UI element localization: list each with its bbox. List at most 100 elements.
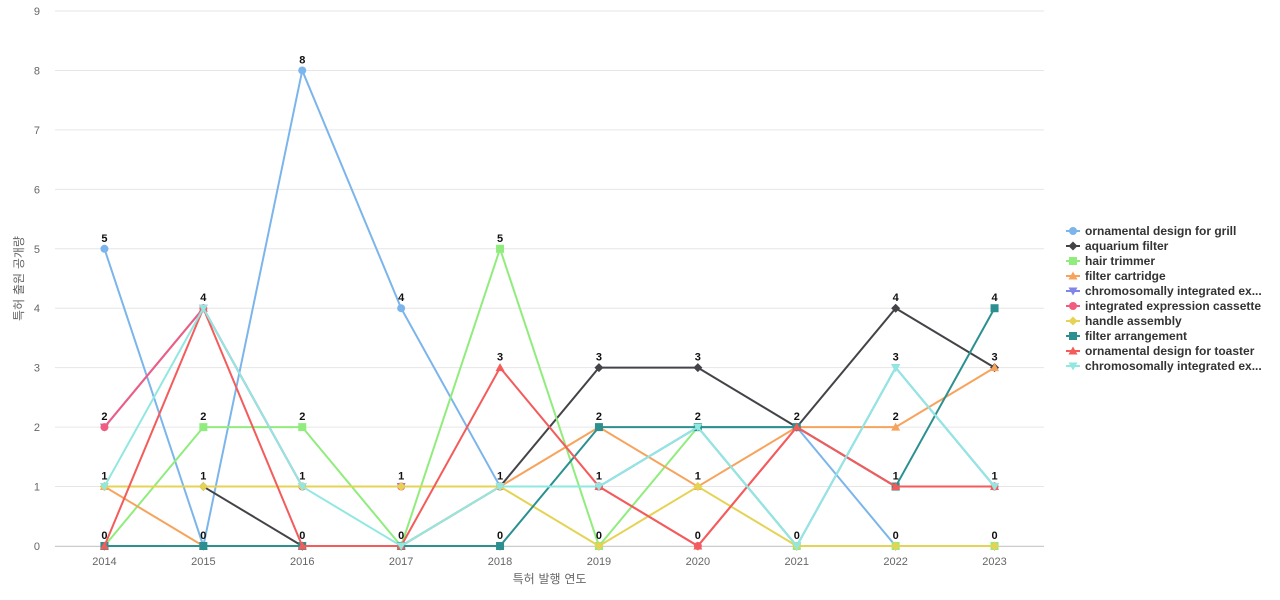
data-label: 2 (893, 411, 899, 423)
legend-item[interactable]: chromosomally integrated ex... (1066, 284, 1262, 298)
data-label: 1 (398, 471, 404, 483)
data-point (396, 482, 406, 492)
data-point (198, 482, 208, 492)
data-label: 0 (991, 530, 997, 542)
x-tick-label: 2018 (488, 556, 512, 568)
data-point (792, 542, 802, 551)
data-label: 1 (497, 471, 503, 483)
data-point (594, 541, 604, 551)
data-label: 3 (596, 352, 602, 364)
data-label: 0 (299, 530, 305, 542)
data-point (990, 363, 1000, 372)
data-label: 4 (893, 292, 900, 304)
y-tick-label: 8 (34, 65, 40, 77)
data-label: 1 (299, 471, 305, 483)
data-label: 3 (991, 352, 997, 364)
y-tick-label: 2 (34, 422, 40, 434)
data-point (198, 304, 208, 313)
data-label: 2 (200, 411, 206, 423)
data-label: 4 (991, 292, 998, 304)
data-point (891, 364, 901, 373)
data-point (891, 422, 901, 431)
data-label: 0 (398, 530, 404, 542)
legend-marker (1068, 316, 1078, 326)
data-point (891, 482, 901, 491)
y-tick-label: 5 (34, 244, 40, 256)
data-point (891, 303, 901, 313)
data-label: 8 (299, 54, 305, 66)
data-point (396, 542, 406, 551)
data-point (693, 541, 703, 550)
legend-item[interactable]: integrated expression cassette (1066, 299, 1261, 313)
legend-label: chromosomally integrated ex... (1085, 284, 1262, 298)
data-label: 1 (101, 471, 107, 483)
data-point (594, 363, 604, 373)
data-point (496, 244, 505, 253)
legend-item[interactable]: ornamental design for toaster (1066, 344, 1255, 358)
y-tick-label: 4 (34, 303, 40, 315)
x-tick-label: 2019 (587, 556, 611, 568)
series-lines (99, 66, 1000, 551)
data-point (693, 363, 703, 373)
legend-item[interactable]: filter cartridge (1066, 269, 1166, 283)
legend-item[interactable]: hair trimmer (1066, 254, 1155, 268)
legend-label: integrated expression cassette (1085, 299, 1261, 313)
x-axis-ticks: 2014 2015 2016 2017 2018 2019 2020 2021 2022 2023 (92, 546, 1007, 568)
data-point (100, 244, 109, 253)
data-label: 2 (695, 411, 701, 423)
x-tick-label: 2023 (982, 556, 1006, 568)
legend-marker (1068, 241, 1078, 251)
x-axis-title: 특허 발행 연도 (513, 571, 587, 586)
x-tick-label: 2020 (686, 556, 710, 568)
data-point (298, 423, 307, 432)
legend-label: ornamental design for grill (1085, 224, 1236, 238)
legend-marker (1069, 332, 1077, 340)
data-label: 3 (497, 352, 503, 364)
legend-item[interactable]: chromosomally integrated ex... (1066, 359, 1262, 373)
data-point (199, 542, 208, 550)
data-point (297, 483, 307, 492)
data-label: 0 (794, 530, 800, 542)
data-label: 2 (596, 411, 602, 423)
data-label: 4 (200, 292, 207, 304)
series-line (104, 485, 995, 547)
series-line (103, 247, 995, 547)
data-point (495, 483, 505, 492)
data-label: 0 (101, 530, 107, 542)
data-label: 0 (497, 530, 503, 542)
data-point (891, 541, 901, 551)
y-tick-label: 6 (34, 184, 40, 196)
y-axis-ticks: 0 1 2 3 4 5 6 7 8 9 (34, 6, 40, 553)
data-label: 1 (991, 471, 997, 483)
data-label: 1 (893, 471, 899, 483)
data-point (495, 363, 505, 372)
x-tick-label: 2014 (92, 556, 116, 568)
data-label: 2 (299, 411, 305, 423)
data-label: 1 (695, 471, 701, 483)
data-label: 2 (101, 411, 107, 423)
data-point (990, 304, 999, 313)
series-group (99, 304, 1000, 551)
legend-item[interactable]: ornamental design for grill (1066, 224, 1236, 238)
y-axis-title: 특허 출원 공개량 (12, 236, 26, 321)
data-label: 0 (695, 530, 701, 542)
legend-marker (1068, 287, 1078, 296)
data-labels: 5 2 1 0 4 2 1 0 8 2 1 0 4 1 0 5 3 1 0 3 2 1 0 3 2 1 0 2 0 4 3 2 1 0 4 3 1 0 (101, 54, 998, 542)
data-label: 5 (497, 233, 503, 245)
data-point (990, 483, 1000, 492)
x-tick-label: 2015 (191, 556, 215, 568)
data-point (496, 542, 505, 550)
legend-item[interactable]: handle assembly (1066, 314, 1182, 328)
data-point (693, 423, 703, 432)
data-point (693, 482, 703, 492)
legend-label: filter cartridge (1085, 269, 1166, 283)
legend-item[interactable]: filter arrangement (1066, 329, 1187, 343)
series-group (99, 482, 1000, 551)
series-line (103, 307, 996, 547)
legend-item[interactable]: aquarium filter (1066, 239, 1169, 253)
data-label: 5 (101, 233, 107, 245)
y-tick-label: 1 (34, 482, 40, 494)
legend-label: ornamental design for toaster (1085, 344, 1255, 358)
